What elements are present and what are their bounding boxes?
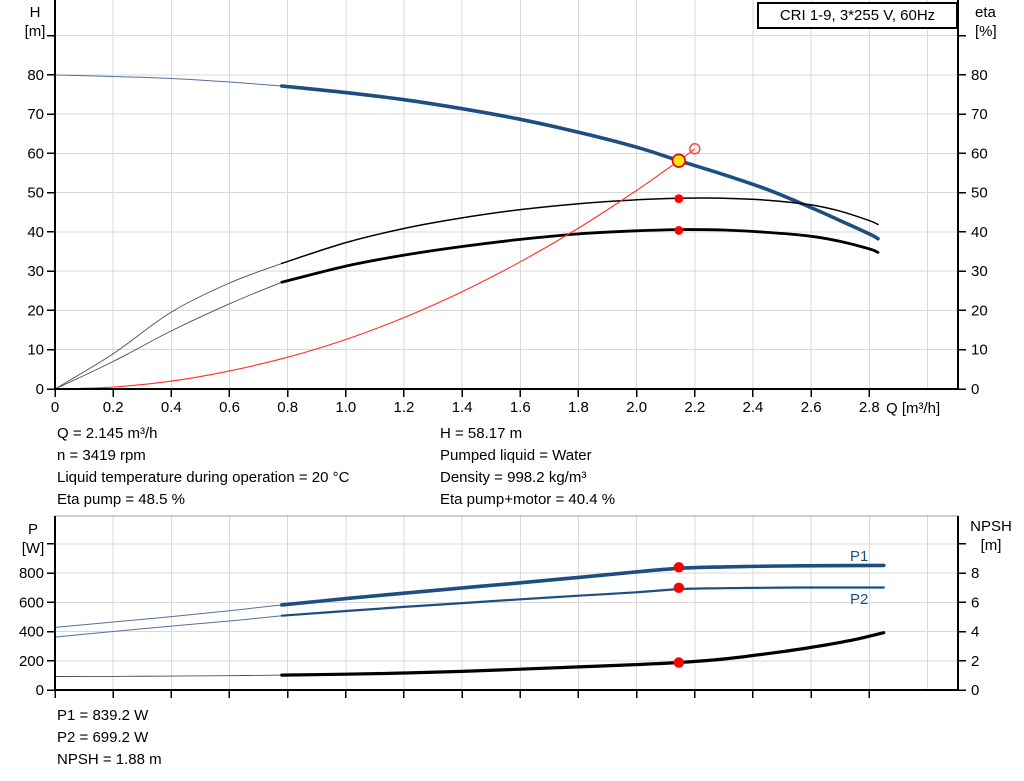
y-right-tick-label: 6 [971,594,979,611]
info-density: Density = 998.2 kg/m³ [440,469,587,486]
p2-duty-marker [673,582,685,593]
y-left-tick-label: 60 [27,145,44,162]
npsh-curve [280,631,886,677]
h-axis-unit-line2: [m] [24,23,46,40]
info-liquid-temp: Liquid temperature during operation = 20… [57,469,350,486]
info-head: H = 58.17 m [440,425,523,442]
qh-curve [280,84,880,241]
y-right-tick-label: 40 [971,224,988,241]
h-axis-unit: H [m] [16,3,54,41]
x-tick-label: 0.6 [219,399,240,416]
eta-pump-motor-curve [280,228,880,284]
h-axis-unit-line1: H [29,4,41,21]
info-speed: n = 3419 rpm [57,447,146,464]
p2-curve-lead [54,615,282,638]
y-right-tick-label: 30 [971,263,988,280]
y-right-tick-label: 70 [971,106,988,123]
y-left-tick-label: 400 [19,624,44,641]
pump-title: CRI 1-9, 3*255 V, 60Hz [779,7,936,24]
x-tick-label: 2.2 [684,399,705,416]
p1-duty-marker [673,562,685,573]
p1-curve [280,563,886,607]
npsh-axis-unit-line2: [m] [980,537,1002,554]
eta-pump-curve [281,197,879,265]
eta-pump-motor-duty-marker [674,226,684,235]
npsh-axis-unit: NPSH [m] [965,517,1017,555]
y-right-tick-label: 10 [971,342,988,359]
y-right-tick-label: 50 [971,185,988,202]
eta-axis-unit: eta [%] [975,3,997,41]
x-tick-label: 2.0 [626,399,647,416]
y-left-tick-label: 0 [36,682,44,699]
y-left-tick-label: 800 [19,565,44,582]
y-right-tick-label: 0 [971,682,979,699]
eta-axis-unit-line2: [%] [975,23,997,40]
p1-curve-label: P1 [850,548,869,565]
x-tick-label: 0.8 [277,399,298,416]
info-p2: P2 = 699.2 W [57,729,149,746]
x-tick-label: 1.6 [510,399,531,416]
y-right-tick-label: 80 [971,67,988,84]
y-left-tick-label: 70 [27,106,44,123]
rated-duty-marker [689,143,701,155]
x-tick-label: 1.8 [568,399,589,416]
x-tick-label: 1.2 [394,399,415,416]
y-left-tick-label: 200 [19,653,44,670]
y-right-tick-label: 8 [971,565,979,582]
x-tick-label: 0 [51,399,59,416]
info-q: Q = 2.145 m³/h [57,425,158,442]
duty-point-marker [671,153,686,168]
eta-pump-duty-marker [674,194,684,204]
duty-info-left: Q = 2.145 m³/h n = 3419 rpm Liquid tempe… [57,423,349,511]
eta-pump-curve-lead [54,262,282,390]
y-right-tick-label: 20 [971,302,988,319]
duty-info-right: H = 58.17 m Pumped liquid = Water Densit… [440,423,615,511]
x-tick-label: 0.2 [103,399,124,416]
x-tick-label: 2.6 [801,399,822,416]
y-left-tick-label: 10 [27,342,44,359]
npsh-axis-unit-line1: NPSH [970,518,1012,535]
p2-curve [280,586,885,617]
system-curve [54,148,696,390]
info-eta-pump-motor: Eta pump+motor = 40.4 % [440,491,616,508]
duty-info-bottom: P1 = 839.2 W P2 = 699.2 W NPSH = 1.88 m [57,705,162,771]
pump-title-box: CRI 1-9, 3*255 V, 60Hz [757,2,958,29]
info-pumped-liquid: Pumped liquid = Water [440,447,592,464]
p1-curve-lead [54,604,282,628]
qh-curve-lead [54,74,282,87]
y-left-tick-label: 50 [27,185,44,202]
x-tick-label: 0.4 [161,399,182,416]
npsh-duty-marker [673,657,685,668]
info-npsh: NPSH = 1.88 m [57,751,162,768]
y-right-tick-label: 2 [971,653,979,670]
y-right-tick-label: 60 [971,145,988,162]
p2-curve-label: P2 [850,591,869,608]
x-tick-label: 2.4 [743,399,764,416]
x-tick-label: 1.0 [335,399,356,416]
y-left-tick-label: 80 [27,67,44,84]
y-right-tick-label: 4 [971,624,979,641]
q-axis-unit: Q [m³/h] [886,400,941,417]
p-axis-unit-line2: [W] [21,540,45,557]
y-left-tick-label: 40 [27,224,44,241]
y-left-tick-label: 30 [27,263,44,280]
info-p1: P1 = 839.2 W [57,707,149,724]
p-axis-unit-line1: P [27,521,38,538]
p-axis-unit: P [W] [14,520,52,558]
y-right-tick-label: 0 [971,381,979,398]
info-eta-pump: Eta pump = 48.5 % [57,491,185,508]
npsh-curve-lead [54,674,282,677]
y-left-tick-label: 600 [19,594,44,611]
eta-pump-motor-curve-lead [54,281,282,390]
y-left-tick-label: 0 [36,381,44,398]
eta-axis-unit-line1: eta [975,4,996,21]
y-left-tick-label: 20 [27,302,44,319]
x-tick-label: 2.8 [859,399,880,416]
x-tick-label: 1.4 [452,399,473,416]
